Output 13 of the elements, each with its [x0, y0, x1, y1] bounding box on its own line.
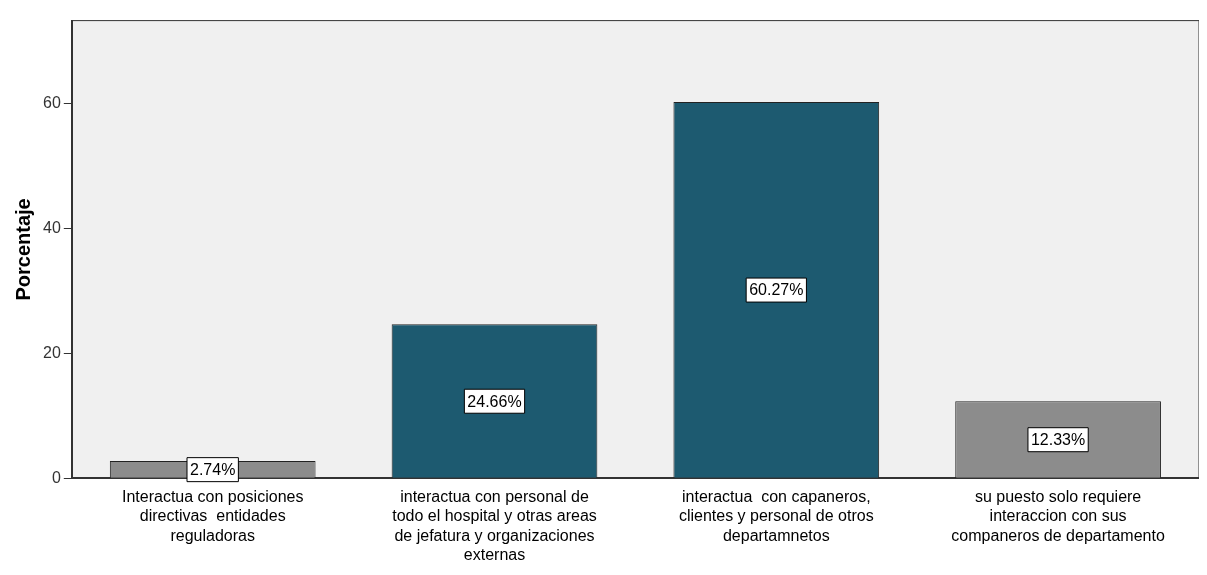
x-tick-label: su puesto solo requiere interaccion con sus companeros de departamento — [951, 488, 1165, 544]
y-axis-title: Porcentaje — [11, 198, 34, 301]
y-tick-label: 40 — [43, 218, 61, 236]
data-label: 60.27% — [749, 281, 804, 299]
data-label: 2.74% — [190, 461, 236, 479]
data-label: 12.33% — [1030, 431, 1086, 449]
x-tick-label: Interactua con posiciones directivas entidades reguladoras — [121, 488, 304, 544]
y-tick-label: 0 — [51, 468, 61, 486]
x-tick-label: interactua con personal de todo el hospital y otras areas de jefatura y organizaciones externas — [392, 488, 597, 563]
y-tick-label: 60 — [43, 94, 61, 112]
data-label: 24.66% — [467, 392, 522, 410]
y-tick-label: 20 — [43, 343, 61, 361]
x-tick-label: interactua con capaneros, clientes y personal de otros departamnetos — [678, 488, 874, 544]
